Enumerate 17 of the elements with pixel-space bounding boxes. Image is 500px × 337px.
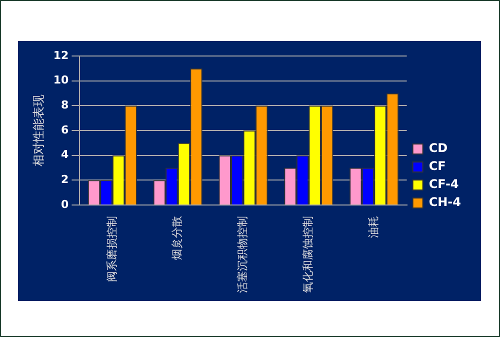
- x-tick-label: 活塞沉积物控制: [236, 216, 250, 293]
- y-tick-label: 6: [61, 123, 70, 136]
- legend-label: CH-4: [428, 195, 462, 210]
- y-tick-label: 12: [53, 48, 69, 62]
- x-tick-label: 氧化和腐蚀控制: [302, 216, 315, 293]
- y-tick-label: 4: [61, 148, 70, 162]
- legend-label: CD: [428, 141, 448, 156]
- y-axis-title: 相对性能表现: [31, 94, 46, 166]
- x-tick-label: 阀系磨损控制: [105, 216, 118, 282]
- legend-label: CF: [428, 159, 446, 174]
- y-tick-label: 10: [53, 74, 70, 87]
- y-tick-label: 0: [61, 198, 70, 211]
- x-tick-label: 烟炱分散: [170, 216, 184, 260]
- x-tick-label: 油耗: [366, 216, 380, 238]
- y-tick-label: 2: [61, 173, 69, 186]
- y-tick-label: 8: [61, 98, 69, 112]
- legend-label: CF-4: [428, 177, 459, 192]
